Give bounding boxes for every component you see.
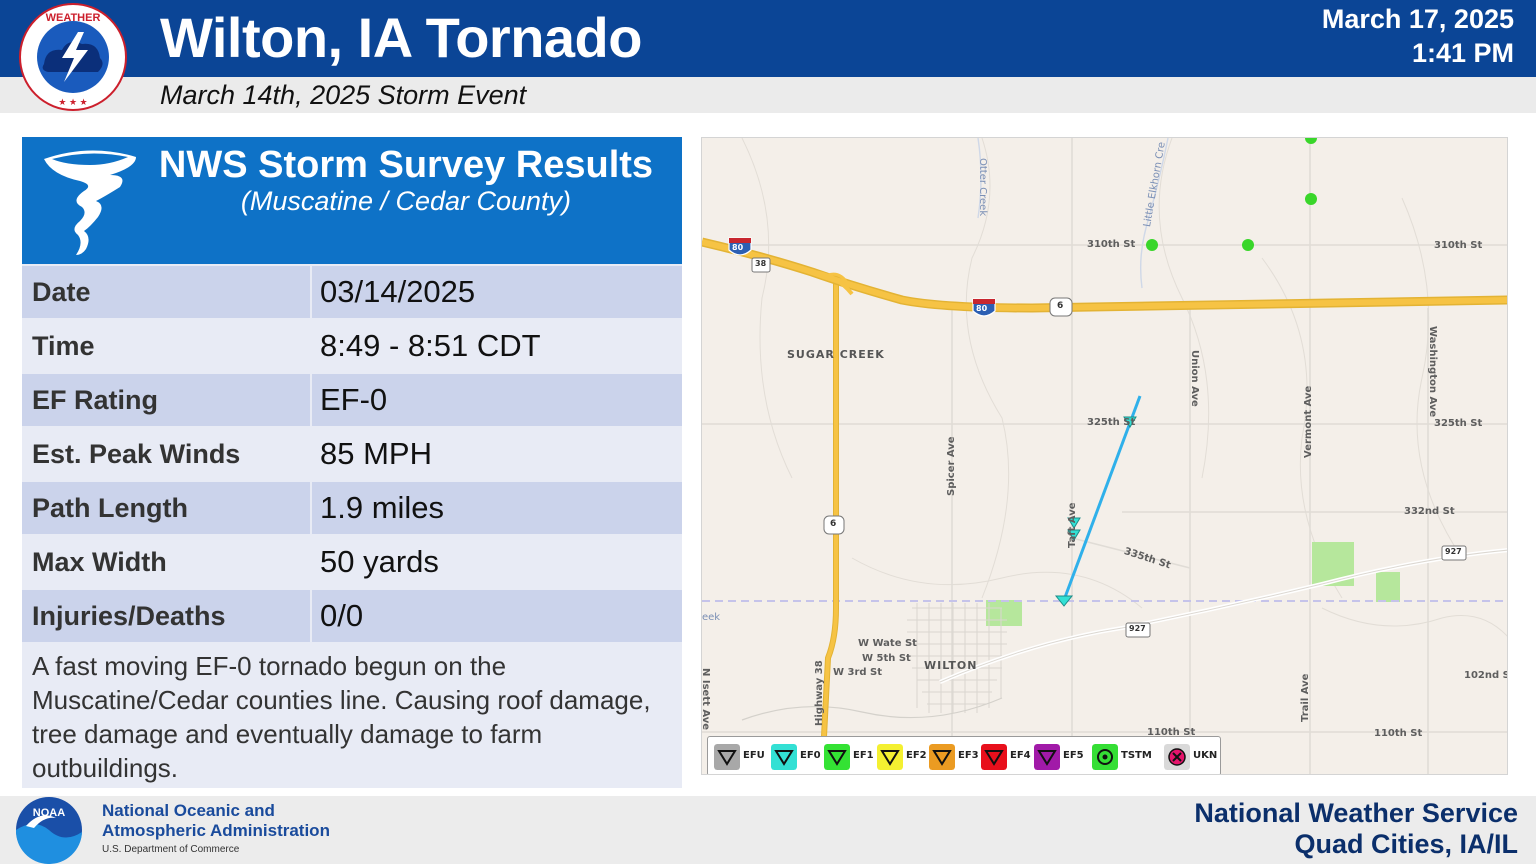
i80-shield-label: 80 bbox=[976, 304, 988, 313]
survey-results-panel: NWS Storm Survey Results (Muscatine / Ce… bbox=[22, 137, 682, 788]
page-title: Wilton, IA Tornado bbox=[160, 6, 642, 69]
table-row: Injuries/Deaths 0/0 bbox=[22, 590, 682, 642]
table-row: Path Length 1.9 miles bbox=[22, 482, 682, 534]
road-label: 310th St bbox=[1434, 240, 1483, 251]
road-label: 102nd S bbox=[1464, 670, 1508, 681]
stat-label-ef-rating: EF Rating bbox=[22, 374, 310, 426]
table-row: Est. Peak Winds 85 MPH bbox=[22, 428, 682, 480]
road-label: 110th St bbox=[1374, 728, 1423, 739]
survey-stats-table: Date 03/14/2025 Time 8:49 - 8:51 CDT EF … bbox=[22, 266, 682, 644]
svg-text:★ ★ ★: ★ ★ ★ bbox=[58, 97, 87, 107]
tornado-track-map[interactable]: 80 80 38 6 6 927 927 310th St 310th St 3… bbox=[701, 137, 1508, 775]
road-label: 325th St bbox=[1087, 417, 1136, 428]
issued-time: 1:41 PM bbox=[1411, 38, 1514, 68]
stat-label-peak-winds: Est. Peak Winds bbox=[22, 428, 310, 480]
road-label: N Isett Ave bbox=[701, 668, 711, 731]
table-row: EF Rating EF-0 bbox=[22, 374, 682, 426]
us6-shield-label: 6 bbox=[1057, 301, 1064, 311]
noaa-department: U.S. Department of Commerce bbox=[102, 844, 240, 855]
stat-value-ef-rating: EF-0 bbox=[312, 374, 682, 426]
hwy927-shield-label: 927 bbox=[1445, 547, 1462, 556]
tornado-track bbox=[1054, 395, 1142, 607]
survey-panel-header: NWS Storm Survey Results (Muscatine / Ce… bbox=[22, 137, 682, 264]
survey-description: A fast moving EF-0 tornado begun on the … bbox=[32, 651, 651, 783]
i80-shield-west bbox=[728, 237, 752, 256]
place-label-sugar-creek: SUGAR CREEK bbox=[787, 348, 885, 361]
map-canvas bbox=[702, 138, 1507, 774]
road-label: Union Ave bbox=[1189, 350, 1200, 407]
nws-office: Quad Cities, IA/IL bbox=[1294, 829, 1518, 859]
road-label: Washington Ave bbox=[1427, 326, 1438, 418]
hwy927-shield-label: 927 bbox=[1129, 624, 1146, 633]
ef-legend: EFU EF0 EF1 EF2 EF3 EF4 bbox=[707, 736, 1221, 774]
road-label: W Wate St bbox=[858, 638, 917, 649]
us6-shield-label: 6 bbox=[830, 519, 837, 529]
svg-text:NOAA: NOAA bbox=[33, 807, 65, 819]
road-label: W 3rd St bbox=[833, 667, 883, 678]
table-row: Time 8:49 - 8:51 CDT bbox=[22, 320, 682, 372]
road-label: 332nd St bbox=[1404, 506, 1455, 517]
footer: NOAA National Oceanic and Atmospheric Ad… bbox=[0, 796, 1536, 864]
stat-value-injuries: 0/0 bbox=[312, 590, 682, 642]
water-label: eek bbox=[702, 612, 721, 623]
place-label-wilton: WILTON bbox=[924, 659, 978, 672]
noaa-logo-icon: NOAA bbox=[15, 797, 82, 864]
table-row: Max Width 50 yards bbox=[22, 536, 682, 588]
water-label: Otter Creek bbox=[977, 158, 988, 217]
stat-label-max-width: Max Width bbox=[22, 536, 310, 588]
issued-date: March 17, 2025 bbox=[1321, 4, 1514, 34]
road-label: 110th St bbox=[1147, 727, 1196, 738]
road-label: Vermont Ave bbox=[1303, 385, 1314, 458]
stat-label-injuries: Injuries/Deaths bbox=[22, 590, 310, 642]
stat-label-date: Date bbox=[22, 266, 310, 318]
tstm-reports bbox=[1146, 138, 1317, 251]
road-label: Taft Ave bbox=[1067, 502, 1078, 548]
stat-value-path-length: 1.9 miles bbox=[312, 482, 682, 534]
i80-shield-label: 80 bbox=[732, 243, 744, 252]
road-label: 325th St bbox=[1434, 418, 1483, 429]
nws-logo-icon: WEATHER ★ ★ ★ bbox=[19, 3, 127, 111]
stat-value-date: 03/14/2025 bbox=[312, 266, 682, 318]
subtitle-bar bbox=[0, 77, 1536, 113]
stat-value-max-width: 50 yards bbox=[312, 536, 682, 588]
noaa-name-line2: Atmospheric Administration bbox=[102, 821, 330, 840]
road-label: Trail Ave bbox=[1300, 673, 1311, 722]
road-label: 310th St bbox=[1087, 239, 1136, 250]
survey-county: (Muscatine / Cedar County) bbox=[240, 186, 572, 216]
survey-title: NWS Storm Survey Results bbox=[158, 144, 654, 186]
stat-label-path-length: Path Length bbox=[22, 482, 310, 534]
road-label: Highway 38 bbox=[814, 660, 825, 726]
svg-text:WEATHER: WEATHER bbox=[46, 12, 101, 24]
header-bar bbox=[0, 0, 1536, 77]
stat-value-peak-winds: 85 MPH bbox=[312, 428, 682, 480]
hwy38-shield-label: 38 bbox=[755, 259, 767, 268]
stat-label-time: Time bbox=[22, 320, 310, 372]
noaa-name-line1: National Oceanic and bbox=[102, 801, 275, 820]
tornado-icon bbox=[44, 150, 136, 255]
page-subtitle: March 14th, 2025 Storm Event bbox=[160, 80, 527, 110]
road-label: Spicer Ave bbox=[946, 436, 957, 496]
i80-shield-center bbox=[972, 298, 996, 317]
noaa-name: National Oceanic and Atmospheric Adminis… bbox=[102, 801, 330, 841]
table-row: Date 03/14/2025 bbox=[22, 266, 682, 318]
nws-name: National Weather Service bbox=[1194, 798, 1518, 828]
road-label: W 5th St bbox=[862, 653, 911, 664]
stat-value-time: 8:49 - 8:51 CDT bbox=[312, 320, 682, 372]
